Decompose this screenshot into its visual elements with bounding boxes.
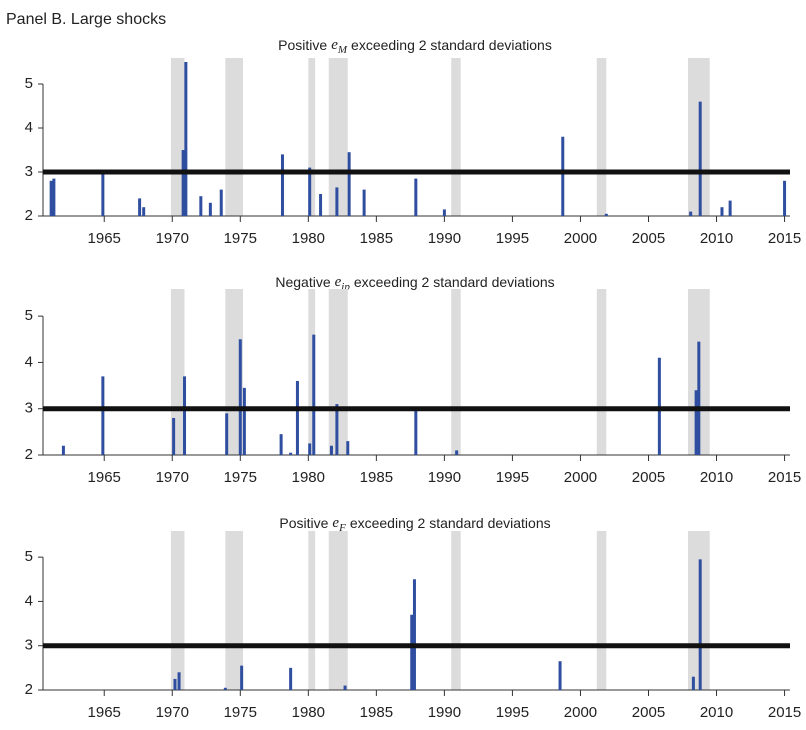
title-symbol: e [332, 515, 339, 531]
recession-band [328, 289, 348, 455]
recession-band [451, 531, 461, 690]
recession-band [225, 289, 244, 455]
recession-band [170, 58, 185, 216]
y-tick-label: 5 [25, 307, 33, 324]
title-suffix: exceeding 2 standard deviations [350, 515, 551, 531]
x-tick-label: 2010 [700, 704, 733, 721]
x-tick-label: 1965 [88, 704, 121, 721]
x-tick-label: 2005 [632, 704, 665, 721]
x-tick-label: 2000 [564, 230, 597, 247]
y-tick-label: 2 [25, 446, 33, 463]
x-tick-label: 1965 [88, 469, 121, 486]
x-tick-label: 1975 [224, 704, 257, 721]
figure-title: Panel B. Large shocks [6, 11, 166, 28]
y-tick-label: 4 [25, 353, 33, 370]
title-suffix: exceeding 2 standard deviations [354, 274, 555, 290]
x-tick-label: 1970 [156, 469, 189, 486]
y-tick-label: 2 [25, 681, 33, 698]
recession-band [170, 289, 185, 455]
title-symbol: e [331, 37, 338, 53]
x-tick-label: 1985 [360, 469, 393, 486]
y-tick-label: 3 [25, 400, 33, 417]
recession-band [596, 531, 607, 690]
x-tick-label: 1970 [156, 230, 189, 247]
y-tick-label: 3 [25, 637, 33, 654]
x-tick-label: 1980 [292, 230, 325, 247]
x-tick-label: 2010 [700, 469, 733, 486]
x-tick-label: 1990 [428, 230, 461, 247]
title-prefix: Positive [279, 515, 328, 531]
y-tick-label: 4 [25, 592, 33, 609]
x-tick-label: 1980 [292, 469, 325, 486]
title-subscript: M [337, 44, 348, 56]
x-tick-label: 2015 [768, 704, 801, 721]
panel-title: Positive eF exceeding 2 standard deviation… [279, 515, 550, 534]
x-tick-label: 1995 [496, 704, 529, 721]
title-subscript: F [338, 522, 346, 534]
recession-band [170, 531, 185, 690]
x-tick-label: 2005 [632, 230, 665, 247]
x-tick-label: 1990 [428, 469, 461, 486]
x-tick-label: 1990 [428, 704, 461, 721]
title-prefix: Negative [275, 274, 330, 290]
panel: Positive eF exceeding 2 standard deviation… [25, 515, 802, 721]
y-tick-label: 2 [25, 207, 33, 224]
recession-band [308, 58, 316, 216]
title-subscript: ip [341, 281, 350, 293]
recession-band [328, 531, 348, 690]
x-tick-label: 1985 [360, 704, 393, 721]
x-tick-label: 1970 [156, 704, 189, 721]
recession-band [451, 58, 461, 216]
x-tick-label: 1995 [496, 469, 529, 486]
recession-band [596, 289, 607, 455]
title-prefix: Positive [278, 37, 327, 53]
x-tick-label: 2000 [564, 704, 597, 721]
x-tick-label: 1980 [292, 704, 325, 721]
y-tick-label: 5 [25, 75, 33, 92]
panel: Negative eip exceeding 2 standard deviatio… [25, 274, 802, 486]
title-symbol: e [335, 274, 342, 290]
title-suffix: exceeding 2 standard deviations [351, 37, 552, 53]
x-tick-label: 2015 [768, 230, 801, 247]
recession-band [596, 58, 607, 216]
recession-band [225, 531, 244, 690]
recession-band [308, 531, 316, 690]
panel-title: Negative eip exceeding 2 standard deviatio… [275, 274, 554, 293]
x-tick-label: 1985 [360, 230, 393, 247]
x-tick-label: 1995 [496, 230, 529, 247]
x-tick-label: 1965 [88, 230, 121, 247]
panel: Positive eM exceeding 2 standard deviation… [25, 37, 802, 247]
x-tick-label: 2015 [768, 469, 801, 486]
recession-band [328, 58, 348, 216]
x-tick-label: 2010 [700, 230, 733, 247]
y-tick-label: 3 [25, 163, 33, 180]
x-tick-label: 1975 [224, 469, 257, 486]
x-tick-label: 2000 [564, 469, 597, 486]
y-tick-label: 4 [25, 119, 33, 136]
panel-title: Positive eM exceeding 2 standard deviation… [278, 37, 552, 56]
x-tick-label: 1975 [224, 230, 257, 247]
recession-band [451, 289, 461, 455]
y-tick-label: 5 [25, 548, 33, 565]
recession-band [225, 58, 244, 216]
recession-band [308, 289, 316, 455]
x-tick-label: 2005 [632, 469, 665, 486]
